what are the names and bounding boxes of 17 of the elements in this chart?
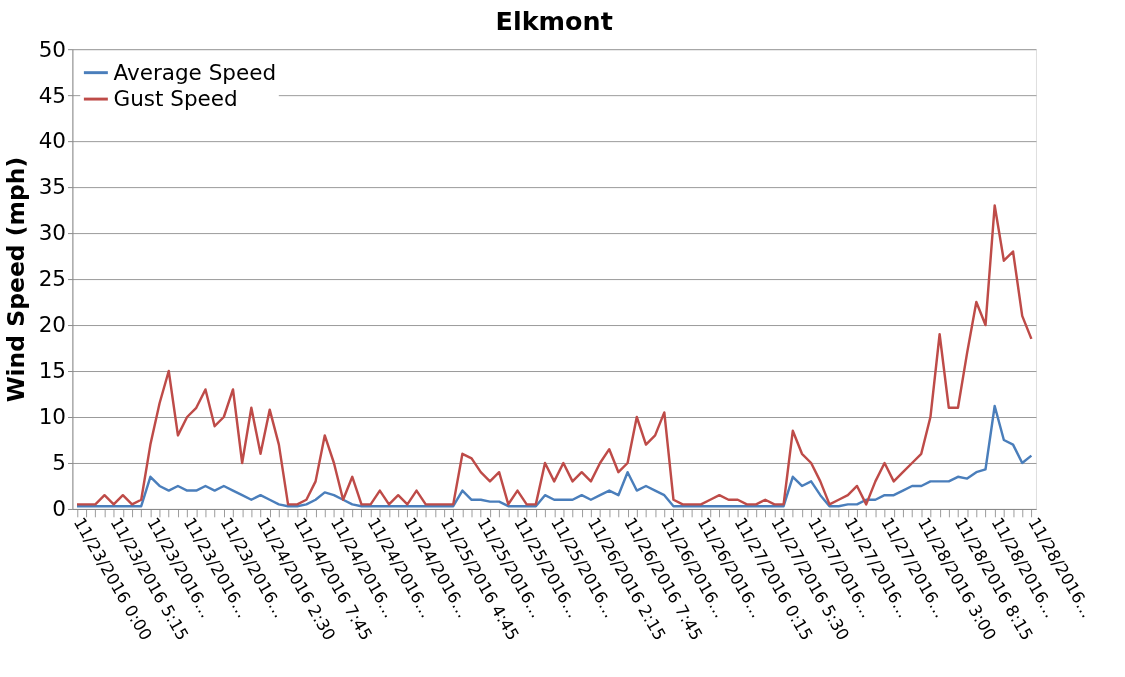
line-series [75,204,1033,506]
y-tick-label: 35 [38,174,67,200]
y-tick-label: 30 [38,220,67,246]
legend-label: Gust Speed [113,85,238,111]
chart-title: Elkmont [495,5,613,36]
y-tick-label: 0 [52,496,67,522]
y-tick-label: 25 [38,266,67,292]
y-tick-label: 45 [38,82,67,108]
y-axis-title: Wind Speed (mph) [1,156,30,403]
y-tick-label: 15 [38,358,67,384]
line-series [75,404,1033,508]
y-tick-label: 50 [38,36,67,62]
y-tick-label: 40 [38,128,67,154]
y-tick-label: 10 [38,404,67,430]
y-tick-label: 20 [38,312,67,338]
y-tick-label: 5 [52,450,67,476]
legend-label: Average Speed [113,59,277,85]
